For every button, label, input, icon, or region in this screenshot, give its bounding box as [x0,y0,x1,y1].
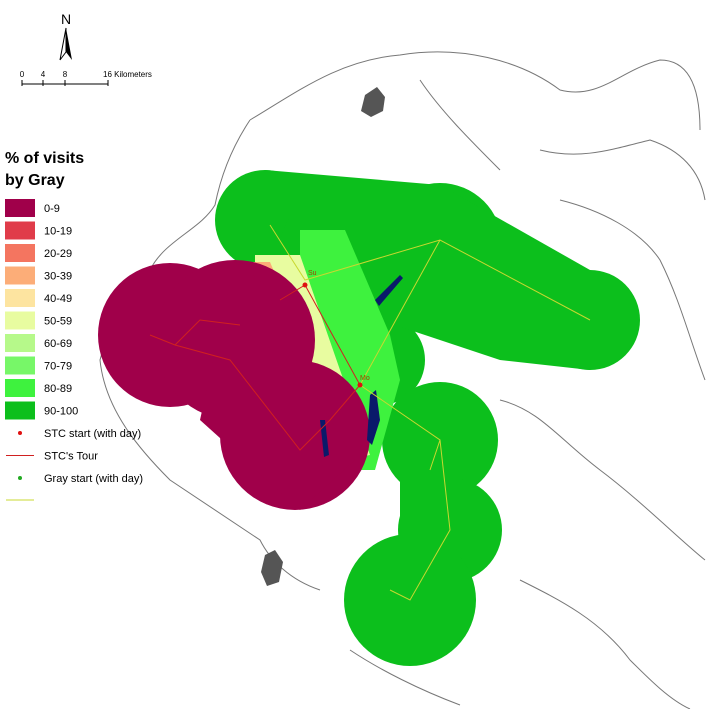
legend-label: STC's Tour [44,451,98,463]
scale-label: 16 Kilometers [103,70,152,79]
routes [149,224,591,601]
lake [261,550,283,586]
legend-symbol [18,431,22,435]
legend-swatch [5,244,35,262]
scale-label: 0 [20,70,25,79]
boundaries [99,51,706,709]
legend-swatch [5,379,35,397]
north-arrow [59,27,67,61]
place-label: Mo [360,375,370,382]
scale-bar [21,80,109,86]
legend-symbol [18,476,22,480]
legend: % of visits by Gray 0-9 10-19 20-29 30-39 40… [5,150,143,501]
coverage-high [215,170,640,666]
legend-swatch [5,199,35,217]
legend-label: 20-29 [44,248,72,260]
legend-title: % of visits [5,150,84,167]
stc-start [302,282,308,288]
legend-label: 60-69 [44,338,72,350]
scale-label: 4 [41,70,46,79]
place-label: Su [308,270,317,277]
legend-label: 40-49 [44,293,72,305]
legend-label: 30-39 [44,271,72,283]
stc-start [357,382,363,388]
legend-label: Gray start (with day) [44,473,143,485]
legend-swatch [5,334,35,352]
legend-swatch [5,356,35,375]
legend-label: 50-59 [44,316,72,328]
north-arrow [66,28,72,60]
legend-swatch [5,311,35,330]
legend-label: 0-9 [44,203,60,215]
lake [361,87,385,117]
legend-swatch [5,266,35,285]
lochs [320,275,403,457]
legend-label: 70-79 [44,361,72,373]
coverage-low [98,260,370,510]
legend-label: 10-19 [44,226,72,238]
legend-swatch [5,221,35,240]
legend-label: 80-89 [44,383,72,395]
legend-label: 90-100 [44,406,78,418]
north-label: N [61,11,71,27]
legend-title: by Gray [5,172,65,189]
scale-labels: 0 4 8 16 Kilometers [20,70,152,79]
legend-swatch [5,401,35,420]
legend-label: STC start (with day) [44,428,141,440]
scale-label: 8 [63,70,68,79]
legend-swatch [5,289,35,307]
